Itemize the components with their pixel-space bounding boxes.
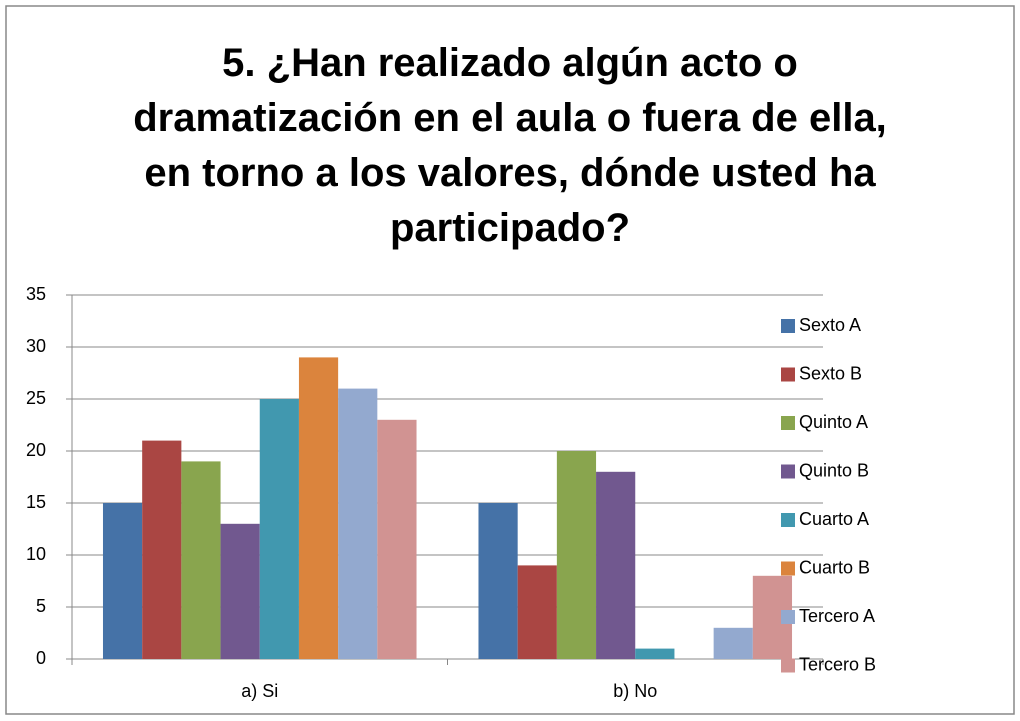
y-tick-label: 10 xyxy=(26,544,46,564)
legend-swatch xyxy=(781,464,795,479)
y-tick-label: 15 xyxy=(26,492,46,512)
y-tick-label: 25 xyxy=(26,388,46,408)
legend-label: Cuarto B xyxy=(799,557,870,577)
bar xyxy=(377,419,417,659)
bar xyxy=(517,565,557,659)
bar xyxy=(556,451,597,659)
bar xyxy=(220,523,260,659)
bar xyxy=(102,503,143,659)
legend-swatch xyxy=(781,658,795,673)
bar xyxy=(259,399,299,659)
legend-label: Sexto B xyxy=(799,363,862,383)
bar xyxy=(181,461,221,659)
legend-label: Quinto B xyxy=(799,460,869,480)
y-tick-label: 35 xyxy=(26,284,46,304)
legend-swatch xyxy=(781,367,795,382)
x-tick-label: a) Si xyxy=(241,681,278,701)
legend-label: Tercero A xyxy=(799,606,875,626)
legend-label: Sexto A xyxy=(799,315,861,335)
bar xyxy=(635,648,675,659)
legend-label: Cuarto A xyxy=(799,509,869,529)
legend-swatch xyxy=(781,416,795,430)
y-tick-label: 20 xyxy=(26,440,46,460)
bar xyxy=(478,503,518,659)
y-tick-label: 5 xyxy=(36,596,46,616)
y-tick-label: 30 xyxy=(26,336,46,356)
bar xyxy=(142,440,182,659)
y-tick-label: 0 xyxy=(36,648,46,668)
legend-swatch xyxy=(781,513,795,527)
legend-swatch xyxy=(781,319,795,333)
bar xyxy=(596,471,636,659)
legend-swatch xyxy=(781,561,795,576)
legend-swatch xyxy=(781,610,795,624)
x-tick-label: b) No xyxy=(613,681,657,701)
bar xyxy=(338,388,378,659)
bar xyxy=(713,627,753,659)
legend-label: Quinto A xyxy=(799,412,868,432)
bar xyxy=(298,357,339,659)
legend-label: Tercero B xyxy=(799,654,876,674)
chart-title: 5. ¿Han realizado algún acto o dramatiza… xyxy=(133,41,887,250)
